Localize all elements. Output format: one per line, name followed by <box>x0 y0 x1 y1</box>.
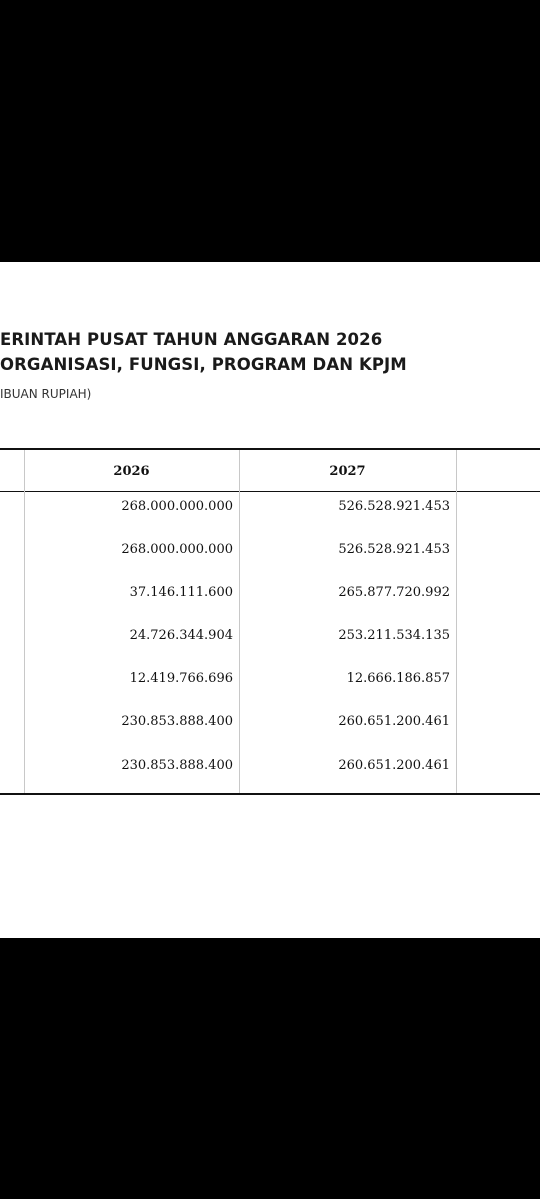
cell-2026: 12.419.766.696 <box>129 671 233 686</box>
column-divider <box>239 450 240 793</box>
cell-2027: 526.528.921.453 <box>338 542 450 557</box>
table-header-border <box>0 491 540 492</box>
cell-2026: 230.853.888.400 <box>121 714 233 729</box>
unit-note: IBUAN RUPIAH) <box>0 387 92 401</box>
table-row: 230.853.888.400 260.651.200.461 <box>0 714 540 734</box>
document-title-line-1: ERINTAH PUSAT TAHUN ANGGARAN 2026 <box>0 330 383 349</box>
cell-2026: 37.146.111.600 <box>129 585 233 600</box>
cell-2026: 268.000.000.000 <box>121 499 233 514</box>
cell-2027: 260.651.200.461 <box>338 714 450 729</box>
column-header-2027: 2027 <box>329 464 366 479</box>
table-row: 24.726.344.904 253.211.534.135 <box>0 628 540 648</box>
table-row: 37.146.111.600 265.877.720.992 <box>0 585 540 605</box>
column-divider <box>456 450 457 793</box>
cell-2027: 260.651.200.461 <box>338 758 450 773</box>
table-row: 268.000.000.000 526.528.921.453 <box>0 542 540 562</box>
table-bottom-border <box>0 793 540 795</box>
column-header-2026: 2026 <box>113 464 150 479</box>
cell-2027: 526.528.921.453 <box>338 499 450 514</box>
cell-2026: 268.000.000.000 <box>121 542 233 557</box>
document-title-line-2: ORGANISASI, FUNGSI, PROGRAM DAN KPJM <box>0 355 407 374</box>
table-row: 230.853.888.400 260.651.200.461 <box>0 758 540 778</box>
cell-2026: 24.726.344.904 <box>129 628 233 643</box>
table-row: 12.419.766.696 12.666.186.857 <box>0 671 540 691</box>
column-divider <box>24 450 25 793</box>
table-top-border <box>0 448 540 450</box>
document-page: ERINTAH PUSAT TAHUN ANGGARAN 2026 ORGANI… <box>0 262 540 938</box>
cell-2027: 253.211.534.135 <box>338 628 450 643</box>
cell-2027: 265.877.720.992 <box>338 585 450 600</box>
cell-2027: 12.666.186.857 <box>346 671 450 686</box>
cell-2026: 230.853.888.400 <box>121 758 233 773</box>
table-row: 268.000.000.000 526.528.921.453 <box>0 499 540 519</box>
